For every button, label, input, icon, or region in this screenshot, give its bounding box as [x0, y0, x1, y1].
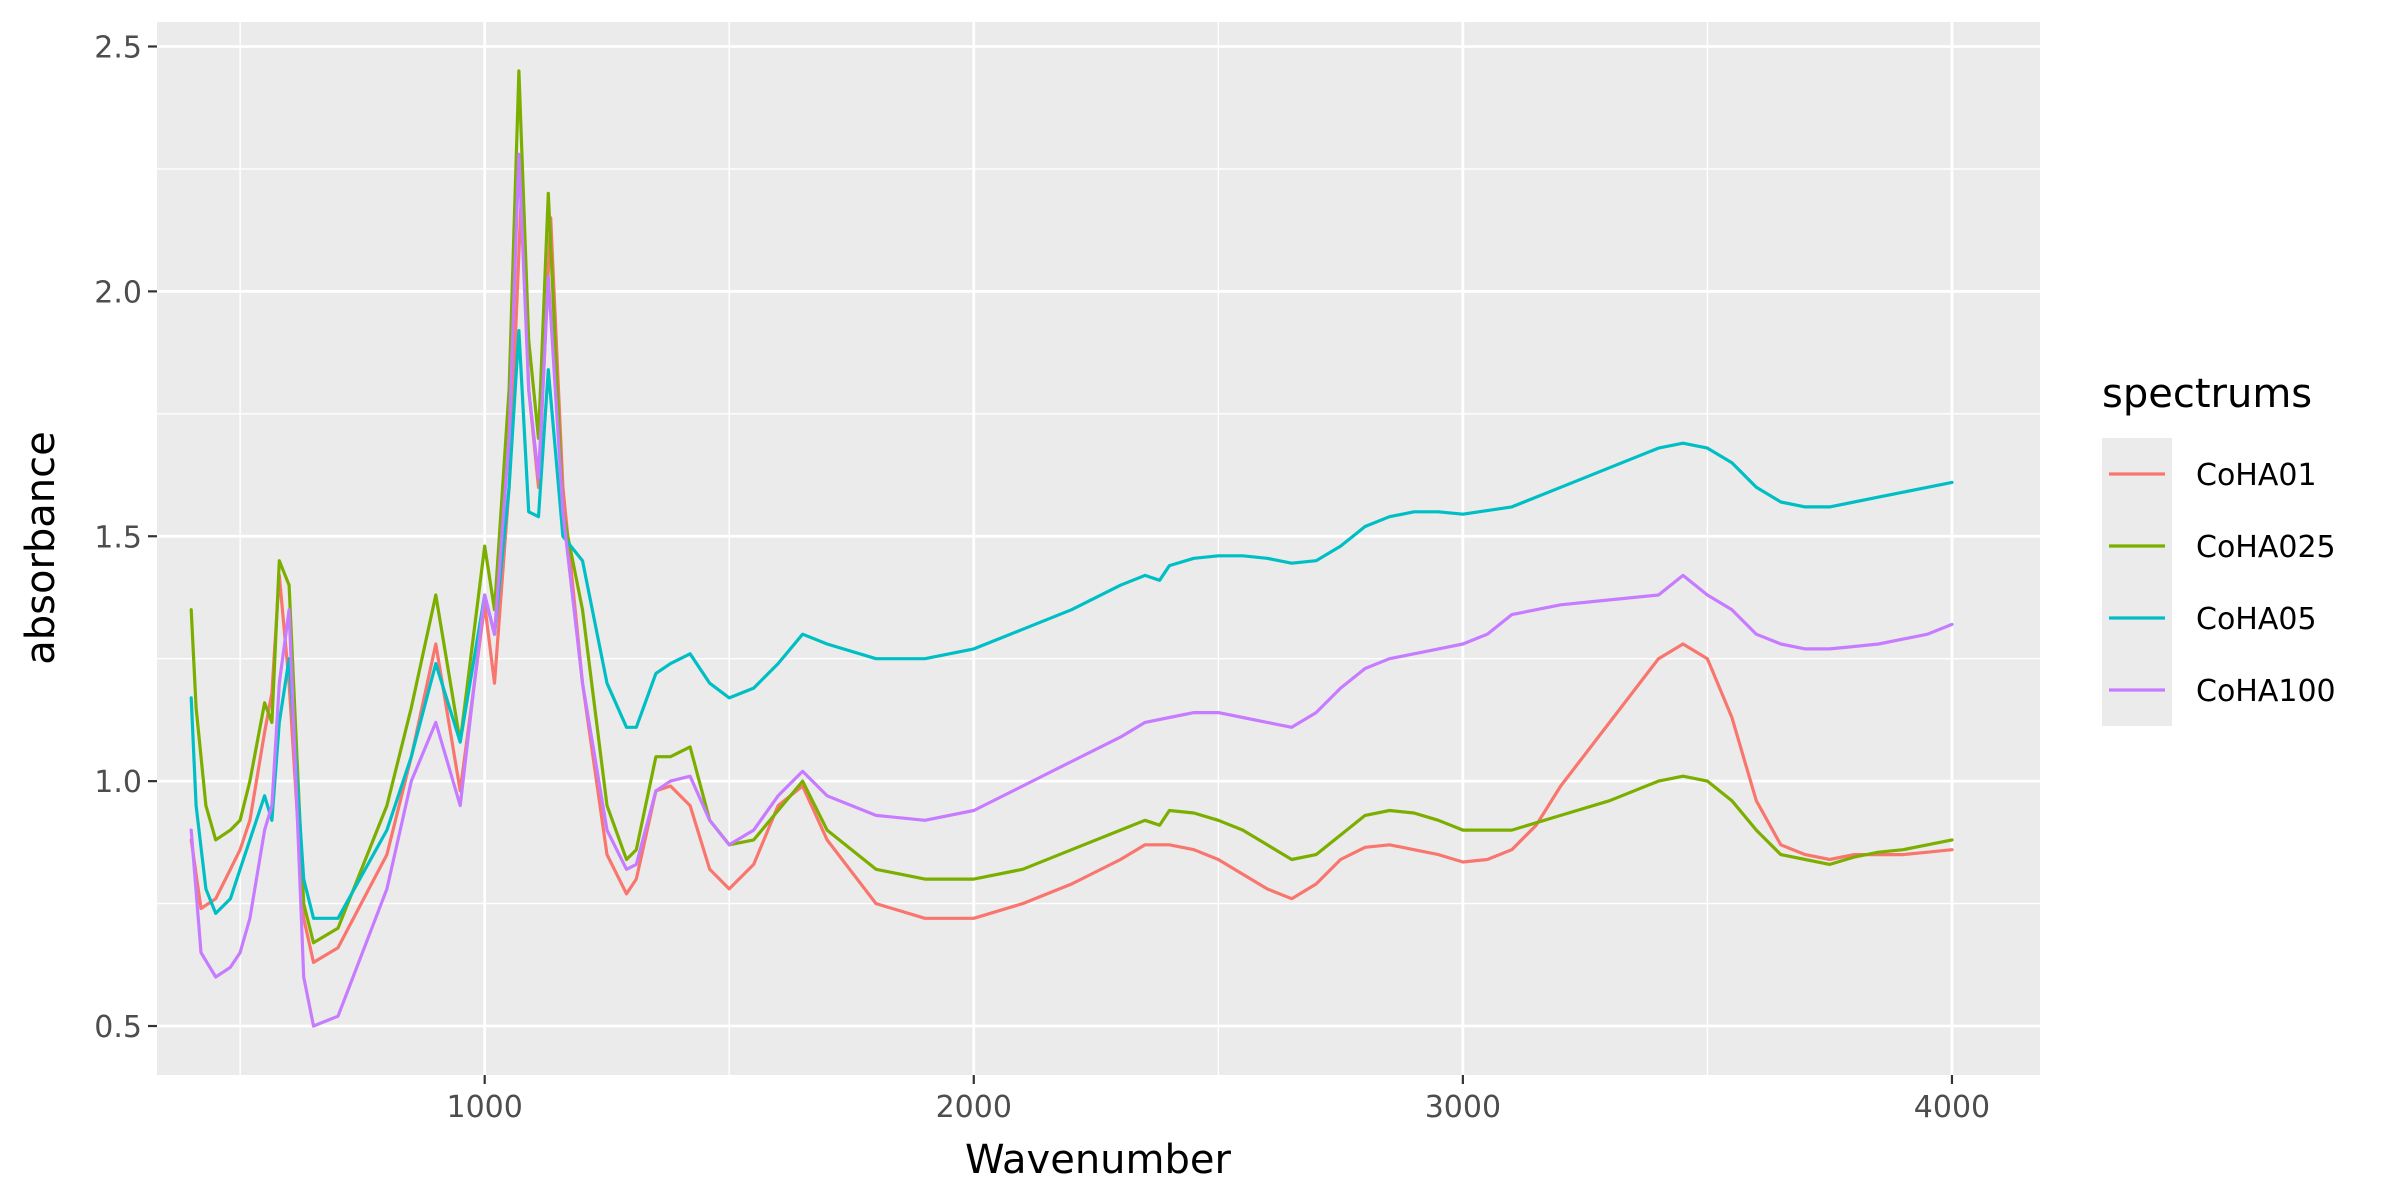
- series-line-coha100: [189, 152, 1954, 1028]
- series-line-coha025: [189, 69, 1954, 945]
- major-gridlines: [157, 22, 2040, 1075]
- y-tick-label: 0.5: [94, 1010, 142, 1045]
- series-line-coha01: [189, 191, 1954, 964]
- y-tick-label: 2.0: [94, 275, 142, 310]
- series-lines: [189, 69, 1954, 1028]
- y-axis-title: absorbance: [18, 431, 64, 665]
- x-tick-label: 1000: [447, 1090, 523, 1125]
- x-axis: 1000 2000 3000 4000: [447, 1075, 1990, 1125]
- x-tick-label: 2000: [936, 1090, 1012, 1125]
- y-axis: 0.5 1.0 1.5 2.0 2.5: [94, 30, 157, 1045]
- legend-label-coha05: CoHA05: [2196, 602, 2317, 637]
- x-tick-label: 3000: [1425, 1090, 1501, 1125]
- y-tick-label: 1.5: [94, 520, 142, 555]
- y-tick-label: 1.0: [94, 765, 142, 800]
- series-line-coha05: [189, 329, 1954, 920]
- legend-key-background: [2102, 438, 2172, 726]
- legend-label-coha01: CoHA01: [2196, 458, 2317, 493]
- plot-panel: [157, 22, 2040, 1075]
- legend-label-coha100: CoHA100: [2196, 674, 2336, 709]
- legend-label-coha025: CoHA025: [2196, 530, 2336, 565]
- x-tick-label: 4000: [1914, 1090, 1990, 1125]
- legend: spectrums CoHA01 CoHA025 CoHA05 CoHA100: [2102, 371, 2336, 726]
- y-tick-label: 2.5: [94, 30, 142, 65]
- x-axis-title: Wavenumber: [965, 1137, 1231, 1183]
- legend-title: spectrums: [2102, 371, 2312, 417]
